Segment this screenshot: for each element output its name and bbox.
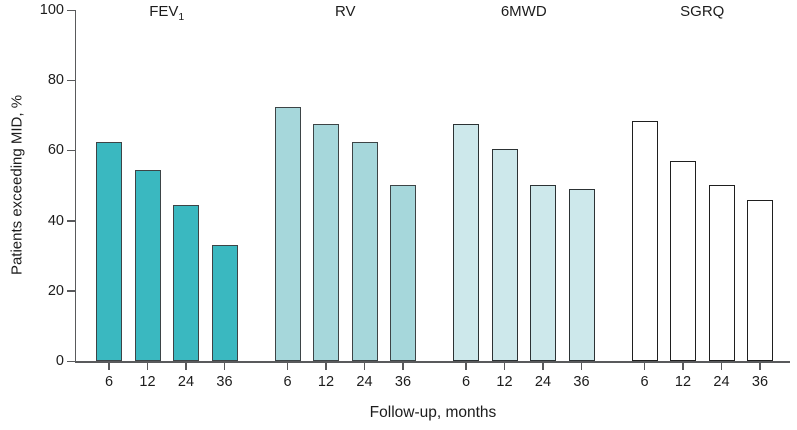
y-tick xyxy=(66,290,75,292)
bar-6mwd-12 xyxy=(491,149,518,361)
x-tick-label: 6 xyxy=(640,374,649,390)
x-tick xyxy=(503,362,506,370)
bar-fev-24 xyxy=(173,205,199,361)
x-tick xyxy=(580,362,583,370)
x-tick-label: 24 xyxy=(713,374,730,390)
x-tick-label: 24 xyxy=(177,374,195,390)
x-tick xyxy=(363,362,366,370)
bar-rv-6 xyxy=(274,107,301,361)
bar-fev-12 xyxy=(134,170,161,361)
x-tick xyxy=(542,362,544,370)
x-tick-label: 36 xyxy=(751,374,769,390)
x-tick xyxy=(402,362,404,370)
bar-sgrq-12 xyxy=(670,161,696,361)
x-tick-label: 36 xyxy=(394,374,412,390)
y-tick xyxy=(66,79,75,82)
x-tick xyxy=(146,362,149,370)
y-axis xyxy=(74,10,76,363)
x-tick-label: 24 xyxy=(356,374,373,390)
y-tick-label: 40 xyxy=(47,212,64,229)
bar-fev-36 xyxy=(211,245,238,361)
x-tick-label: 6 xyxy=(104,374,114,390)
y-tick-label: 80 xyxy=(47,72,64,89)
bar-6mwd-36 xyxy=(568,189,595,361)
y-tick xyxy=(66,360,75,362)
x-tick-label: 36 xyxy=(573,374,590,390)
bar-6mwd-6 xyxy=(453,124,479,361)
bar-rv-24 xyxy=(351,142,378,361)
x-tick xyxy=(759,362,761,370)
x-tick-label: 12 xyxy=(496,374,513,390)
bar-sgrq-6 xyxy=(631,121,658,361)
bar-sgrq-36 xyxy=(747,200,773,361)
y-tick xyxy=(66,149,75,152)
bar-6mwd-24 xyxy=(530,185,556,361)
y-tick-label: 100 xyxy=(39,2,64,18)
group-label-6mwd: 6MWD xyxy=(500,3,547,20)
x-tick-label: 12 xyxy=(139,374,156,390)
x-tick-label: 6 xyxy=(283,374,292,390)
x-tick-label: 6 xyxy=(461,374,471,390)
bar-rv-12 xyxy=(313,124,339,361)
x-tick xyxy=(286,362,289,370)
y-axis-title: Patients exceeding MID, % xyxy=(8,94,26,276)
y-tick-label: 60 xyxy=(47,142,64,159)
x-tick xyxy=(108,362,110,370)
y-tick xyxy=(66,9,75,11)
x-tick xyxy=(682,362,684,370)
x-tick xyxy=(223,362,226,370)
x-axis-title: Follow-up, months xyxy=(369,404,497,421)
bar-fev-6 xyxy=(96,142,122,361)
x-tick-label: 24 xyxy=(534,374,552,390)
bar-rv-36 xyxy=(390,185,416,361)
x-tick-label: 36 xyxy=(216,374,233,390)
x-tick xyxy=(325,362,327,370)
x-axis xyxy=(74,361,790,363)
y-tick-label: 20 xyxy=(47,282,64,299)
group-label-fev: FEV1 xyxy=(149,3,185,23)
x-tick xyxy=(465,362,467,370)
x-tick xyxy=(720,362,723,370)
y-tick xyxy=(66,220,75,222)
x-tick xyxy=(643,362,646,370)
y-tick-label: 0 xyxy=(55,353,64,369)
x-tick xyxy=(185,362,187,370)
group-label-sgrq: SGRQ xyxy=(680,3,725,20)
x-tick-label: 12 xyxy=(317,374,335,390)
x-tick-label: 12 xyxy=(674,374,692,390)
group-label-rv: RV xyxy=(334,3,356,20)
bar-sgrq-24 xyxy=(708,185,735,361)
